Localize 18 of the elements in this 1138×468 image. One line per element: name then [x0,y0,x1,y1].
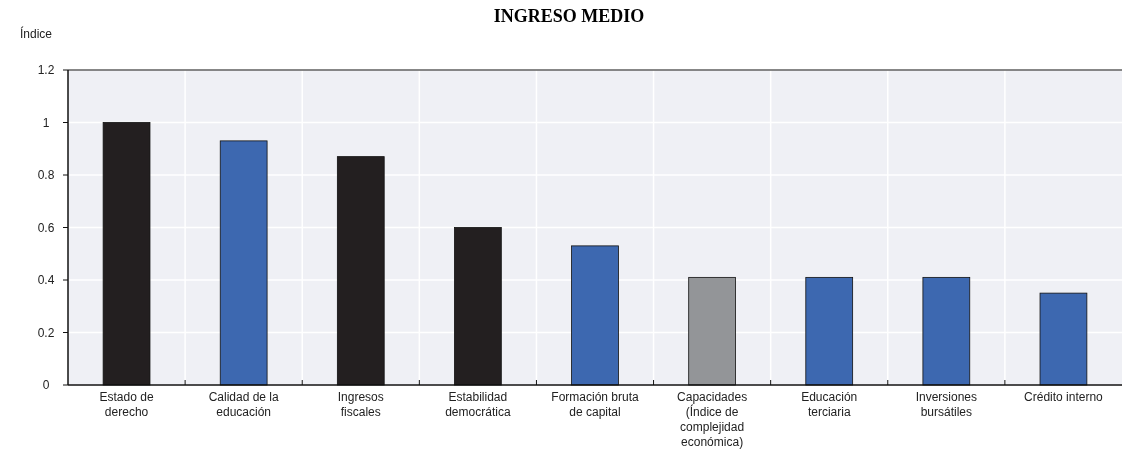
y-tick-label: 0.4 [37,273,55,287]
x-tick-label: Estado de derecho [99,390,154,419]
x-tick-label: Inversiones bursátiles [915,390,978,419]
y-tick-label: 0 [42,378,50,392]
y-tick-label: 1.2 [37,63,55,77]
x-tick-label: Ingresos fiscales [337,390,384,419]
x-tick-label: Formación bruta de capital [551,390,640,419]
chart-title: INGRESO MEDIO [493,6,645,26]
x-tick-label: Estabilidad democrática [445,390,511,419]
x-tick-label: Calidad de la educación [208,390,280,419]
x-tick-label: Capacidades (Índice de complejidad económica) [677,390,748,449]
y-tick-label: 0.2 [37,325,55,340]
y-tick-label: 0.8 [37,168,55,182]
x-tick-label: Educación terciaria [801,390,858,419]
y-axis-title: Índice [20,26,53,41]
y-tick-label: 0.6 [37,220,55,235]
x-tick-label: Crédito interno [1024,390,1104,404]
y-tick-label: 1 [42,115,50,130]
